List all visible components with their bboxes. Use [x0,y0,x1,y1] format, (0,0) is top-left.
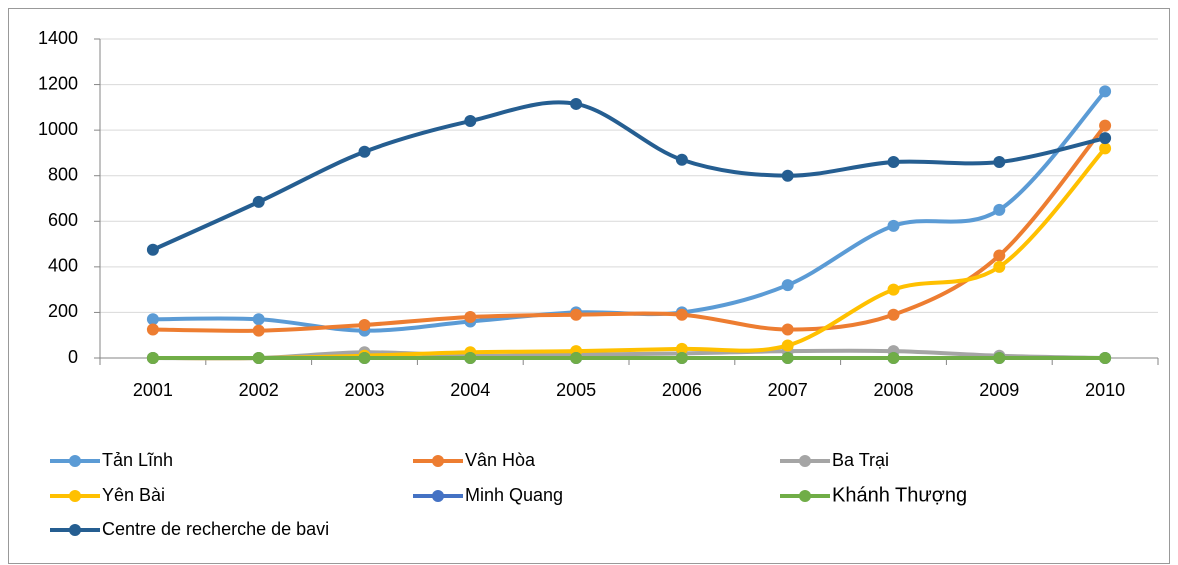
point [1099,85,1112,98]
x-tick-label: 2001 [133,380,173,400]
point [146,323,159,336]
point [993,260,1006,273]
legend-marker [432,490,444,502]
legend-marker [799,490,811,502]
y-tick-label: 0 [68,347,78,367]
legend-marker [69,455,81,467]
y-tick-label: 600 [48,210,78,230]
legend-label: Centre de recherche de bavi [102,519,329,539]
point [781,169,794,182]
point [464,352,477,364]
legend-marker [69,524,81,536]
point [781,279,794,292]
x-tick-label: 2006 [662,380,702,400]
point [781,339,794,352]
point [358,145,371,158]
point [252,195,265,208]
point [887,283,900,296]
x-tick-label: 2008 [873,380,913,400]
point [358,352,371,364]
point [993,249,1006,262]
point [1099,142,1112,155]
point [570,308,583,321]
y-tick-label: 1000 [38,119,78,139]
point [781,352,794,364]
y-tick-label: 800 [48,164,78,184]
legend-marker [432,455,444,467]
series-line [152,100,1106,252]
x-tick-label: 2002 [239,380,279,400]
point [464,115,477,128]
point [146,352,159,364]
point [887,156,900,169]
point [1099,132,1112,145]
point [146,243,159,256]
point [887,352,900,364]
point [887,219,900,232]
point [993,156,1006,169]
point [675,153,688,166]
y-tick-label: 400 [48,256,78,276]
point [781,323,794,336]
point [570,352,583,364]
legend-label: Yên Bài [102,485,165,505]
legend-marker [69,490,81,502]
point [252,352,265,364]
legend-label: Vân Hòa [465,450,536,470]
point [1099,352,1112,364]
point [1099,119,1112,132]
point [252,313,265,326]
point [675,308,688,321]
x-tick-label: 2009 [979,380,1019,400]
legend-label: Khánh Thượng [832,484,967,506]
x-tick-label: 2003 [344,380,384,400]
point [993,352,1006,364]
chart-border [8,8,1170,564]
legend-marker [799,455,811,467]
point [993,203,1006,216]
point [146,313,159,326]
y-tick-label: 200 [48,301,78,321]
y-tick-label: 1400 [38,28,78,48]
point [358,318,371,331]
point [675,352,688,364]
point [675,342,688,355]
y-tick-label: 1200 [38,73,78,93]
x-tick-label: 2004 [450,380,490,400]
legend-label: Tản Lĩnh [102,450,173,470]
series-line [152,348,1106,361]
x-tick-label: 2010 [1085,380,1125,400]
x-tick-label: 2007 [768,380,808,400]
legend-label: Ba Trại [832,450,889,470]
point [887,308,900,321]
x-tick-label: 2005 [556,380,596,400]
point [252,324,265,337]
point [464,310,477,323]
point [570,97,583,110]
legend-label: Minh Quang [465,485,563,505]
